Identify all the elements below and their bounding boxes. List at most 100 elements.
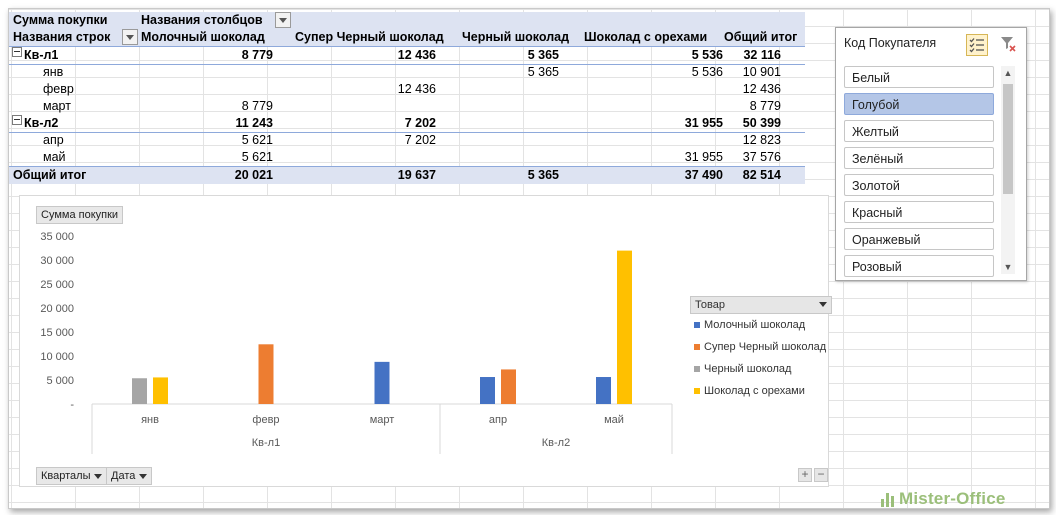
cell: 5 621 — [241, 133, 273, 147]
axis-field-button-quarters[interactable]: Кварталы — [36, 467, 108, 485]
cell: 50 399 — [742, 116, 781, 130]
legend-item: Шоколад с орехами — [690, 380, 832, 402]
cell: 5 365 — [527, 48, 559, 62]
x-group-label: Кв-л1 — [252, 437, 280, 449]
bar — [374, 361, 390, 404]
cell: 8 779 — [749, 99, 781, 113]
row-label: февр — [43, 82, 74, 96]
expand-button[interactable]: + — [798, 468, 812, 482]
legend-title: Товар — [695, 299, 725, 311]
legend-label: Шоколад с орехами — [704, 385, 805, 397]
legend-item: Молочный шоколад — [690, 314, 832, 336]
bar — [596, 377, 611, 404]
cell: 5 536 — [691, 65, 723, 79]
y-tick-label: 5 000 — [46, 375, 74, 387]
x-tick-label: май — [604, 414, 624, 426]
scroll-up-icon[interactable]: ▲ — [1003, 68, 1013, 78]
value-field-label: Сумма покупки — [13, 13, 108, 27]
y-tick-label: 20 000 — [40, 303, 74, 315]
pivot-header-row-2: Названия строк Молочный шоколад Супер Че… — [9, 29, 805, 47]
pivot-row: март 8 779 8 779 — [9, 98, 805, 115]
column-header: Супер Черный шоколад — [295, 30, 444, 44]
row-label: май — [43, 150, 66, 164]
column-header: Молочный шоколад — [141, 30, 265, 44]
slicer-item[interactable]: Голубой — [844, 93, 994, 115]
column-filter-dropdown-icon[interactable] — [275, 12, 291, 28]
cell: 5 365 — [527, 65, 559, 79]
collapse-button[interactable]: − — [814, 468, 828, 482]
value-field-button[interactable]: Сумма покупки — [36, 206, 124, 224]
row-filter-dropdown-icon[interactable] — [122, 29, 138, 45]
bar — [132, 378, 147, 404]
y-tick-label: 15 000 — [40, 327, 74, 339]
chart-legend: Товар Молочный шоколад Супер Черный шоко… — [690, 296, 832, 402]
cell: 5 621 — [241, 150, 273, 164]
bar — [153, 377, 168, 404]
chart-plot: 35 000 30 000 25 000 20 000 15 000 10 000 5 00… — [40, 231, 673, 454]
cell: 37 490 — [684, 168, 723, 182]
cell: 20 021 — [234, 168, 273, 182]
cell: 31 955 — [684, 150, 723, 164]
scroll-down-icon[interactable]: ▼ — [1003, 262, 1013, 272]
slicer-item[interactable]: Желтый — [844, 120, 994, 142]
bar — [501, 369, 516, 404]
cell: 31 955 — [684, 116, 723, 130]
legend-swatch — [694, 366, 700, 372]
bar — [480, 377, 495, 404]
group-label: Кв-л1 — [24, 48, 59, 62]
pivot-header-row-1: Сумма покупки Названия столбцов — [9, 12, 805, 29]
pivot-group-row[interactable]: Кв-л1 8 779 12 436 5 365 5 536 32 116 — [9, 47, 805, 65]
worksheet[interactable]: Сумма покупки Названия столбцов Названия… — [8, 8, 1050, 509]
cell: 5 365 — [527, 168, 559, 182]
cell: 37 576 — [742, 150, 781, 164]
legend-label: Черный шоколад — [704, 363, 792, 375]
slicer-item[interactable]: Розовый — [844, 255, 994, 277]
cell: 12 436 — [397, 48, 436, 62]
column-field-label: Названия столбцов — [141, 13, 263, 27]
collapse-icon[interactable] — [12, 115, 22, 125]
legend-swatch — [694, 344, 700, 350]
axis-field-label: Кварталы — [41, 470, 91, 482]
legend-label: Молочный шоколад — [704, 319, 806, 331]
slicer-customer-code[interactable]: Код Покупателя Белый Голубой Желтый Зелёный… — [835, 27, 1027, 281]
legend-swatch — [694, 388, 700, 394]
scrollbar-thumb[interactable] — [1003, 84, 1013, 194]
x-group-label: Кв-л2 — [542, 437, 570, 449]
x-tick-label: февр — [252, 414, 279, 426]
clear-filter-icon[interactable] — [998, 34, 1018, 54]
y-tick-label: - — [70, 399, 74, 411]
pivot-chart[interactable]: Сумма покупки 35 000 30 000 25 000 20 000 15… — [19, 195, 832, 487]
cell: 7 202 — [404, 133, 436, 147]
legend-item: Супер Черный шоколад — [690, 336, 832, 358]
column-header: Шоколад с орехами — [584, 30, 708, 44]
collapse-icon[interactable] — [12, 47, 22, 57]
x-tick-label: март — [370, 414, 395, 426]
legend-swatch — [694, 322, 700, 328]
y-tick-label: 10 000 — [40, 351, 74, 363]
axis-field-button-date[interactable]: Дата — [106, 467, 153, 485]
group-label: Кв-л2 — [24, 116, 59, 130]
cell: 7 202 — [404, 116, 436, 130]
row-label: янв — [43, 65, 64, 79]
slicer-item[interactable]: Оранжевый — [844, 228, 994, 250]
cell: 82 514 — [742, 168, 781, 182]
slicer-item[interactable]: Зелёный — [844, 147, 994, 169]
dropdown-arrow-icon — [819, 302, 827, 307]
row-label: март — [43, 99, 71, 113]
slicer-scrollbar[interactable]: ▲ ▼ — [1001, 66, 1015, 274]
cell: 12 436 — [397, 82, 436, 96]
dropdown-arrow-icon — [139, 473, 148, 479]
slicer-title: Код Покупателя — [844, 36, 937, 50]
pivot-row: апр 5 621 7 202 12 823 — [9, 132, 805, 149]
bar — [258, 344, 274, 404]
axis-field-label: Дата — [111, 470, 136, 482]
multiselect-icon[interactable] — [966, 34, 988, 56]
legend-filter-button[interactable]: Товар — [690, 296, 832, 314]
slicer-item[interactable]: Золотой — [844, 174, 994, 196]
slicer-item[interactable]: Белый — [844, 66, 994, 88]
slicer-item[interactable]: Красный — [844, 201, 994, 223]
pivot-group-row[interactable]: Кв-л2 11 243 7 202 31 955 50 399 — [9, 115, 805, 133]
legend-label: Супер Черный шоколад — [704, 341, 827, 353]
pivot-row: май 5 621 31 955 37 576 — [9, 149, 805, 166]
row-label: апр — [43, 133, 64, 147]
